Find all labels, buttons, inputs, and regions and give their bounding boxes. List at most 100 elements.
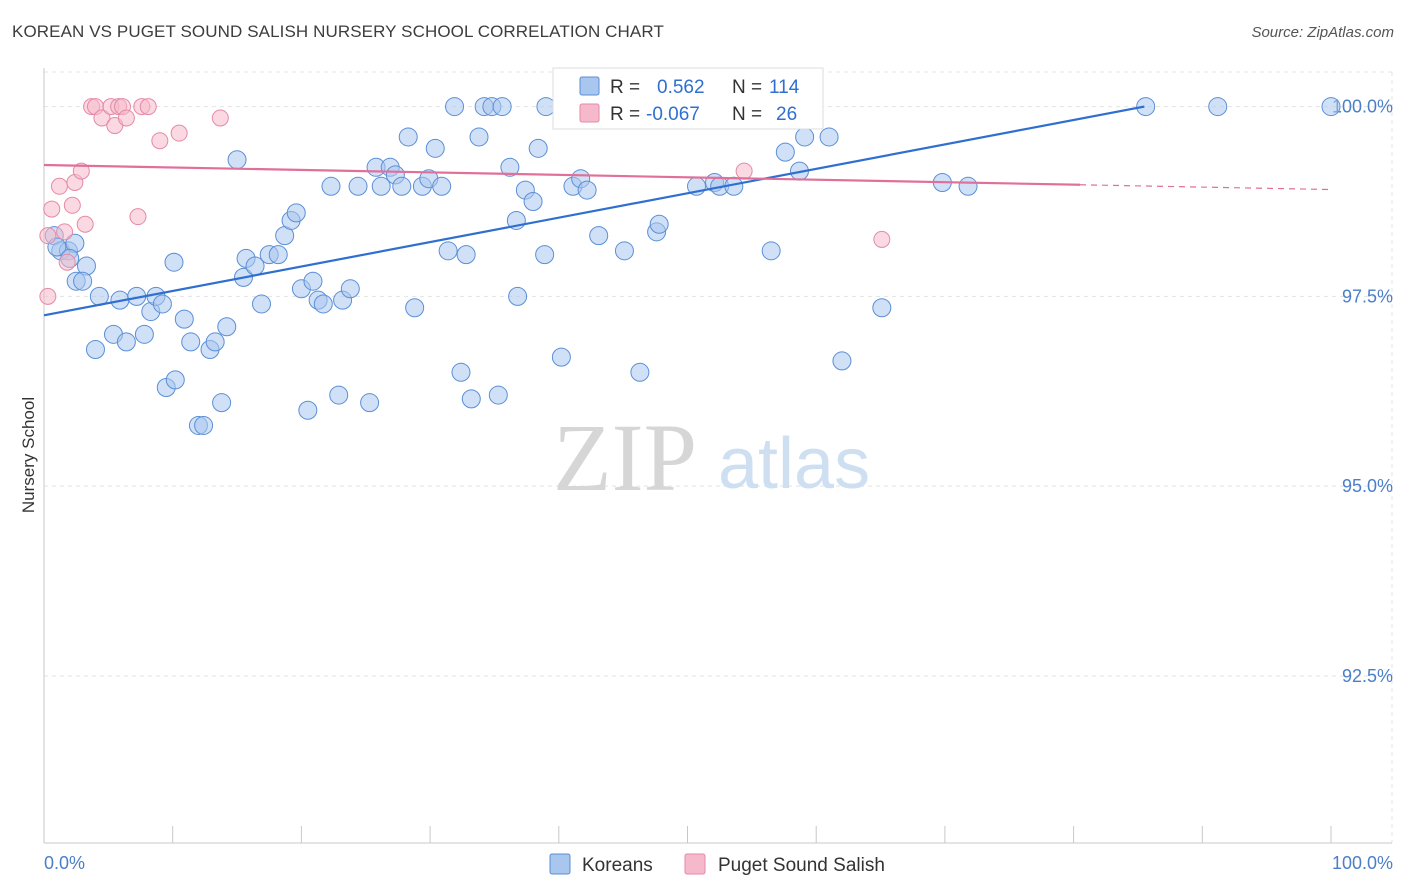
y-tick-labels: 92.5% 95.0% 97.5% 100.0%: [1332, 97, 1393, 686]
y-tick-label: 97.5%: [1342, 286, 1393, 306]
korean-point: [134, 324, 154, 344]
stats-n-label-korean: N =: [732, 77, 762, 98]
korean-point: [205, 332, 225, 352]
korean-point: [1321, 97, 1341, 117]
korean-point: [298, 400, 318, 420]
chart-title: KOREAN VS PUGET SOUND SALISH NURSERY SCH…: [12, 22, 664, 41]
salish-point: [50, 177, 68, 195]
korean-point: [438, 241, 458, 261]
korean-point: [348, 176, 368, 196]
korean-point: [321, 176, 341, 196]
y-tick-label: 92.5%: [1342, 666, 1393, 686]
salish-point: [39, 287, 57, 305]
korean-point: [872, 298, 892, 318]
korean-point: [212, 393, 232, 413]
salish-point: [873, 230, 891, 248]
korean-point: [85, 340, 105, 360]
stats-r-label-korean: R =: [610, 77, 640, 98]
watermark-atlas: atlas: [718, 424, 870, 504]
salish-point: [211, 109, 229, 127]
korean-point: [761, 241, 781, 261]
korean-point: [1136, 97, 1156, 117]
korean-point: [630, 362, 650, 382]
salish-point: [58, 253, 76, 271]
korean-point: [614, 241, 634, 261]
korean-point: [451, 362, 471, 382]
salish-point: [93, 109, 111, 127]
salish-point: [76, 215, 94, 233]
korean-point: [227, 150, 247, 170]
legend-label-korean: Koreans: [582, 855, 653, 876]
korean-point: [577, 180, 597, 200]
stats-swatch-korean: [579, 76, 600, 96]
legend-item-korean[interactable]: Koreans: [549, 853, 653, 876]
x-tick-label-max: 100.0%: [1332, 853, 1393, 873]
korean-point: [286, 203, 306, 223]
korean-point: [217, 317, 237, 337]
stats-n-label-salish: N =: [732, 104, 762, 125]
source-credit: Source: ZipAtlas.com: [1251, 24, 1394, 41]
korean-point: [488, 385, 508, 405]
korean-point: [313, 294, 333, 314]
korean-point: [456, 245, 476, 265]
korean-point: [795, 127, 815, 147]
watermark: ZIP atlas: [553, 404, 870, 511]
korean-point: [1208, 97, 1228, 117]
korean-point: [371, 176, 391, 196]
korean-point: [181, 332, 201, 352]
salish-point: [56, 223, 74, 241]
korean-point: [164, 252, 184, 272]
y-axis-title: Nursery School: [19, 397, 38, 513]
korean-point: [536, 97, 556, 117]
salish-point: [117, 109, 135, 127]
legend-swatch-salish: [684, 853, 706, 875]
korean-point: [432, 176, 452, 196]
korean-point: [492, 97, 512, 117]
watermark-zip: ZIP: [553, 404, 697, 511]
salish-trend-extension: [1080, 184, 1332, 191]
salish-point: [72, 162, 90, 180]
stats-r-value-korean: 0.562: [657, 77, 705, 98]
korean-point: [405, 298, 425, 318]
y-tick-label: 100.0%: [1332, 97, 1393, 117]
korean-point: [73, 271, 93, 291]
x-tick-label-min: 0.0%: [44, 853, 85, 873]
y-tick-label: 95.0%: [1342, 476, 1393, 496]
grid-lines: [44, 71, 1393, 843]
korean-point: [775, 142, 795, 162]
legend-item-salish[interactable]: Puget Sound Salish: [684, 853, 885, 876]
korean-point: [152, 294, 172, 314]
korean-point: [268, 245, 288, 265]
korean-point: [392, 176, 412, 196]
korean-point: [832, 351, 852, 371]
korean-point: [303, 271, 323, 291]
korean-point: [523, 191, 543, 211]
salish-point: [43, 200, 61, 218]
korean-point: [252, 294, 272, 314]
korean-point: [165, 370, 185, 390]
legend-swatch-korean: [549, 853, 571, 875]
korean-point: [589, 226, 609, 246]
korean-point: [116, 332, 136, 352]
salish-point: [63, 196, 81, 214]
legend: Koreans Puget Sound Salish: [549, 853, 885, 876]
korean-point: [958, 176, 978, 196]
korean-point: [508, 286, 528, 306]
korean-point: [819, 127, 839, 147]
axes: [43, 68, 1392, 844]
korean-point: [535, 245, 555, 265]
x-tick-labels: 0.0% 100.0%: [44, 853, 1393, 873]
salish-point: [735, 162, 753, 180]
korean-point: [551, 347, 571, 367]
korean-points: [44, 97, 1341, 435]
korean-point: [329, 385, 349, 405]
legend-label-salish: Puget Sound Salish: [718, 855, 885, 876]
korean-trend-line: [43, 105, 1145, 317]
korean-point: [340, 279, 360, 299]
korean-point: [469, 127, 489, 147]
korean-point: [500, 157, 520, 177]
stats-box: R = 0.562 N = 114 R = -0.067 N = 26: [552, 67, 824, 130]
salish-point: [139, 98, 157, 116]
korean-point: [528, 138, 548, 158]
